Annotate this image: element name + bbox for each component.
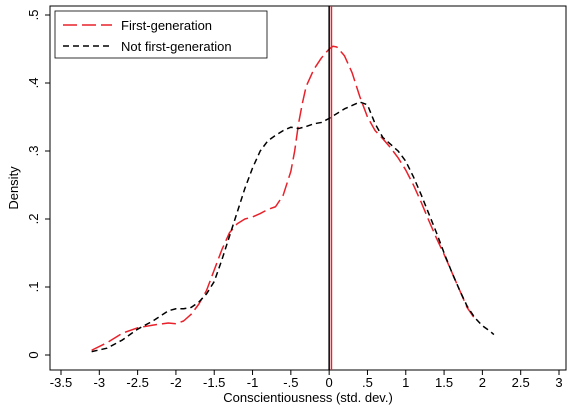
x-tick-label: 1 [402, 375, 409, 390]
y-tick-label: 0 [26, 351, 41, 358]
y-axis-label: Density [6, 166, 21, 210]
y-tick-label: .3 [26, 146, 41, 157]
x-tick-label: .5 [362, 375, 373, 390]
legend-label-first-generation: First-generation [121, 18, 212, 33]
mean-lines [328, 6, 333, 370]
x-axis-label: Conscientiousness (std. dev.) [223, 390, 393, 405]
legend-box [54, 10, 268, 59]
series-line-not-first-generation [91, 101, 495, 353]
y-tick-label: .1 [26, 282, 41, 293]
x-tick-label: -1.5 [203, 375, 225, 390]
x-tick-label: 1.5 [435, 375, 453, 390]
x-tick-label: -3 [94, 375, 106, 390]
x-axis: -3.5 -3 -2.5 -2 -1.5 -1 -.5 0 .5 1 1.5 2 2.5 3 [50, 370, 563, 390]
x-tick-label: -3.5 [50, 375, 72, 390]
legend-label-not-first-generation: Not first-generation [121, 39, 232, 54]
y-tick-label: .2 [26, 214, 41, 225]
x-tick-label: -2 [170, 375, 182, 390]
x-tick-label: 2 [479, 375, 486, 390]
x-tick-label: -2.5 [126, 375, 148, 390]
x-tick-label: 0 [326, 375, 333, 390]
y-axis: 0 .1 .2 .3 .4 .5 [26, 10, 50, 359]
legend: First-generation Not first-generation [54, 10, 268, 59]
x-tick-label: 2.5 [512, 375, 530, 390]
series-line-first-generation [91, 45, 477, 351]
x-tick-label: -.5 [283, 375, 298, 390]
x-tick-label: 3 [555, 375, 562, 390]
x-tick-label: -1 [247, 375, 259, 390]
y-tick-label: .4 [26, 78, 41, 89]
y-tick-label: .5 [26, 10, 41, 21]
series-layer [91, 45, 495, 353]
plot-frame [49, 5, 567, 371]
